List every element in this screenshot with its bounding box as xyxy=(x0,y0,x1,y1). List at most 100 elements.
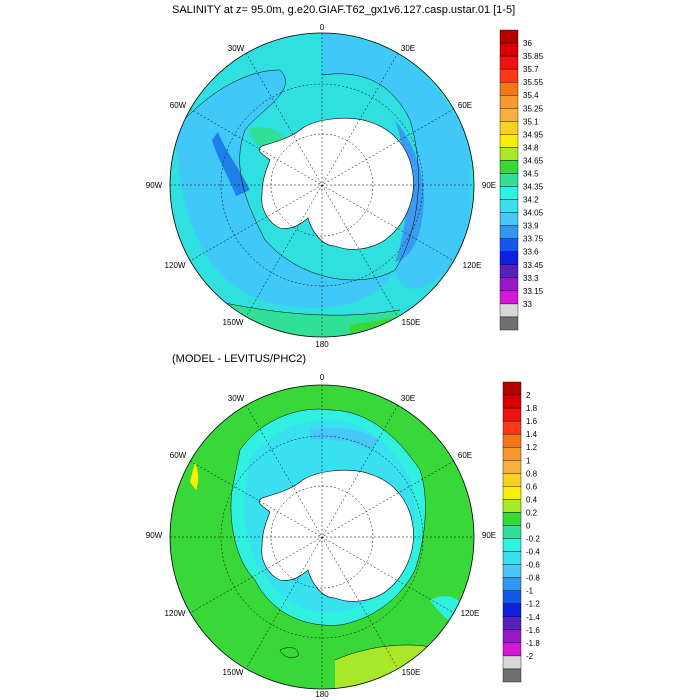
map-border xyxy=(169,32,475,338)
lon-label-150w: 150W xyxy=(223,318,244,327)
colorbar: 36 35.85 35.7 35.55 35.4 35.25 35.1 34.95 34.8 34… xyxy=(499,29,544,331)
colorbar-swatch xyxy=(502,577,522,591)
colorbar-label: 1 xyxy=(526,456,531,465)
lon-label-30w: 30W xyxy=(228,44,245,53)
colorbar-swatch xyxy=(499,147,519,161)
fresh-band-west xyxy=(175,70,395,309)
contour-line xyxy=(279,647,299,658)
colorbar-label: 34.95 xyxy=(523,130,544,139)
colorbar-swatch xyxy=(499,95,519,109)
colorbar-label: -0.8 xyxy=(526,574,540,583)
colorbar-swatch xyxy=(499,290,519,305)
lon-label-150w: 150W xyxy=(223,668,244,677)
colorbar-swatch xyxy=(499,303,519,318)
contour-line xyxy=(209,299,401,316)
lon-label-30e: 30E xyxy=(401,394,415,403)
colorbar-swatch xyxy=(499,264,519,279)
colorbar-swatch xyxy=(499,238,519,252)
lon-label-150e: 150E xyxy=(402,668,421,677)
colorbar-label: 33.6 xyxy=(523,248,539,257)
colorbar-label: -0.2 xyxy=(526,535,540,544)
colorbar-label: 35.7 xyxy=(523,65,539,74)
colorbar-label: 1.6 xyxy=(526,417,538,426)
lon-label-120e: 120E xyxy=(463,261,482,270)
polar-map xyxy=(170,385,474,689)
graticule xyxy=(170,385,474,689)
colorbar-swatch xyxy=(502,512,522,526)
colorbar-label: -0.4 xyxy=(526,548,540,557)
colorbar-swatch xyxy=(502,590,522,604)
colorbar-swatch xyxy=(499,186,519,200)
graticule xyxy=(170,33,474,337)
colorbar-label: 0.6 xyxy=(526,482,538,491)
colorbar-swatch xyxy=(499,121,519,135)
colorbar-label: 1.8 xyxy=(526,404,538,413)
colorbar-label: 33 xyxy=(523,300,532,309)
colorbar-swatch xyxy=(502,499,522,513)
colorbar-swatch xyxy=(502,381,522,396)
colorbar-swatch xyxy=(499,316,519,331)
colorbar-swatch xyxy=(499,68,519,83)
colorbar-swatch xyxy=(499,212,519,226)
colorbar-label: 33.15 xyxy=(523,287,544,296)
fresh-band-east xyxy=(322,33,470,290)
colorbar-swatch xyxy=(499,55,519,70)
colorbar-label: 34.65 xyxy=(523,156,544,165)
colorbar-swatch xyxy=(502,655,522,670)
colorbar: 2 1.8 1.6 1.4 1.2 1 0.8 0.6 0.4 0.2 0 -0.2 -0.4 -0.6 -… xyxy=(502,381,540,683)
colorbar-swatch xyxy=(502,394,522,409)
colorbar-label: 35.1 xyxy=(523,117,539,126)
colorbar-label: 1.4 xyxy=(526,430,538,439)
colorbar-swatch xyxy=(499,277,519,292)
difference-panel: (MODEL - LEVITUS/PHC2) xyxy=(146,353,541,699)
antarctica xyxy=(258,469,414,602)
colorbar-label: 35.55 xyxy=(523,78,544,87)
colorbar-swatch xyxy=(502,407,522,422)
colorbar-swatch xyxy=(499,29,519,44)
colorbar-swatch xyxy=(502,551,522,565)
colorbar-label: 0.4 xyxy=(526,495,538,504)
colorbar-label: 1.2 xyxy=(526,443,538,452)
colorbar-swatch xyxy=(499,81,519,96)
lon-label-60e: 60E xyxy=(458,451,472,460)
salinity-panel: SALINITY at z= 95.0m, g.e20.GIAF.T62_gx1… xyxy=(146,4,544,349)
colorbar-swatch xyxy=(502,642,522,657)
antarctica xyxy=(258,117,414,250)
colorbar-swatch xyxy=(502,460,522,474)
lon-label-90e: 90E xyxy=(482,181,496,190)
colorbar-swatch xyxy=(499,134,519,148)
colorbar-swatch xyxy=(502,473,522,487)
colorbar-label: 34.5 xyxy=(523,169,539,178)
colorbar-label: -0.6 xyxy=(526,561,540,570)
colorbar-label: 34.2 xyxy=(523,196,539,205)
lon-label-30w: 30W xyxy=(228,394,245,403)
colorbar-label: -1.6 xyxy=(526,626,540,635)
colorbar-swatch xyxy=(499,108,519,122)
lon-label-0: 0 xyxy=(320,373,325,382)
colorbar-swatch xyxy=(502,447,522,461)
lon-label-60e: 60E xyxy=(458,101,472,110)
lon-label-60w: 60W xyxy=(170,101,187,110)
panel-title: SALINITY at z= 95.0m, g.e20.GIAF.T62_gx1… xyxy=(172,4,515,16)
colorbar-swatch xyxy=(502,616,522,631)
colorbar-label: 35.4 xyxy=(523,91,539,100)
colorbar-label: 34.8 xyxy=(523,143,539,152)
colorbar-swatch xyxy=(499,225,519,239)
colorbar-label: 33.9 xyxy=(523,222,539,231)
panel-title: (MODEL - LEVITUS/PHC2) xyxy=(172,353,306,365)
lon-label-120e: 120E xyxy=(461,609,480,618)
contour-line xyxy=(174,69,396,281)
lon-label-30e: 30E xyxy=(401,44,415,53)
lon-label-90w: 90W xyxy=(146,181,163,190)
colorbar-label: 35.25 xyxy=(523,104,544,113)
colorbar-swatch xyxy=(502,486,522,500)
colorbar-swatch xyxy=(502,668,522,683)
colorbar-label: 0.8 xyxy=(526,469,538,478)
lon-label-120w: 120W xyxy=(165,261,186,270)
colorbar-swatch xyxy=(499,251,519,265)
colorbar-swatch xyxy=(502,433,522,448)
lon-label-180: 180 xyxy=(315,340,329,349)
colorbar-swatch xyxy=(502,538,522,552)
fresh-core-peninsula xyxy=(212,132,250,196)
colorbar-label: 34.35 xyxy=(523,183,544,192)
